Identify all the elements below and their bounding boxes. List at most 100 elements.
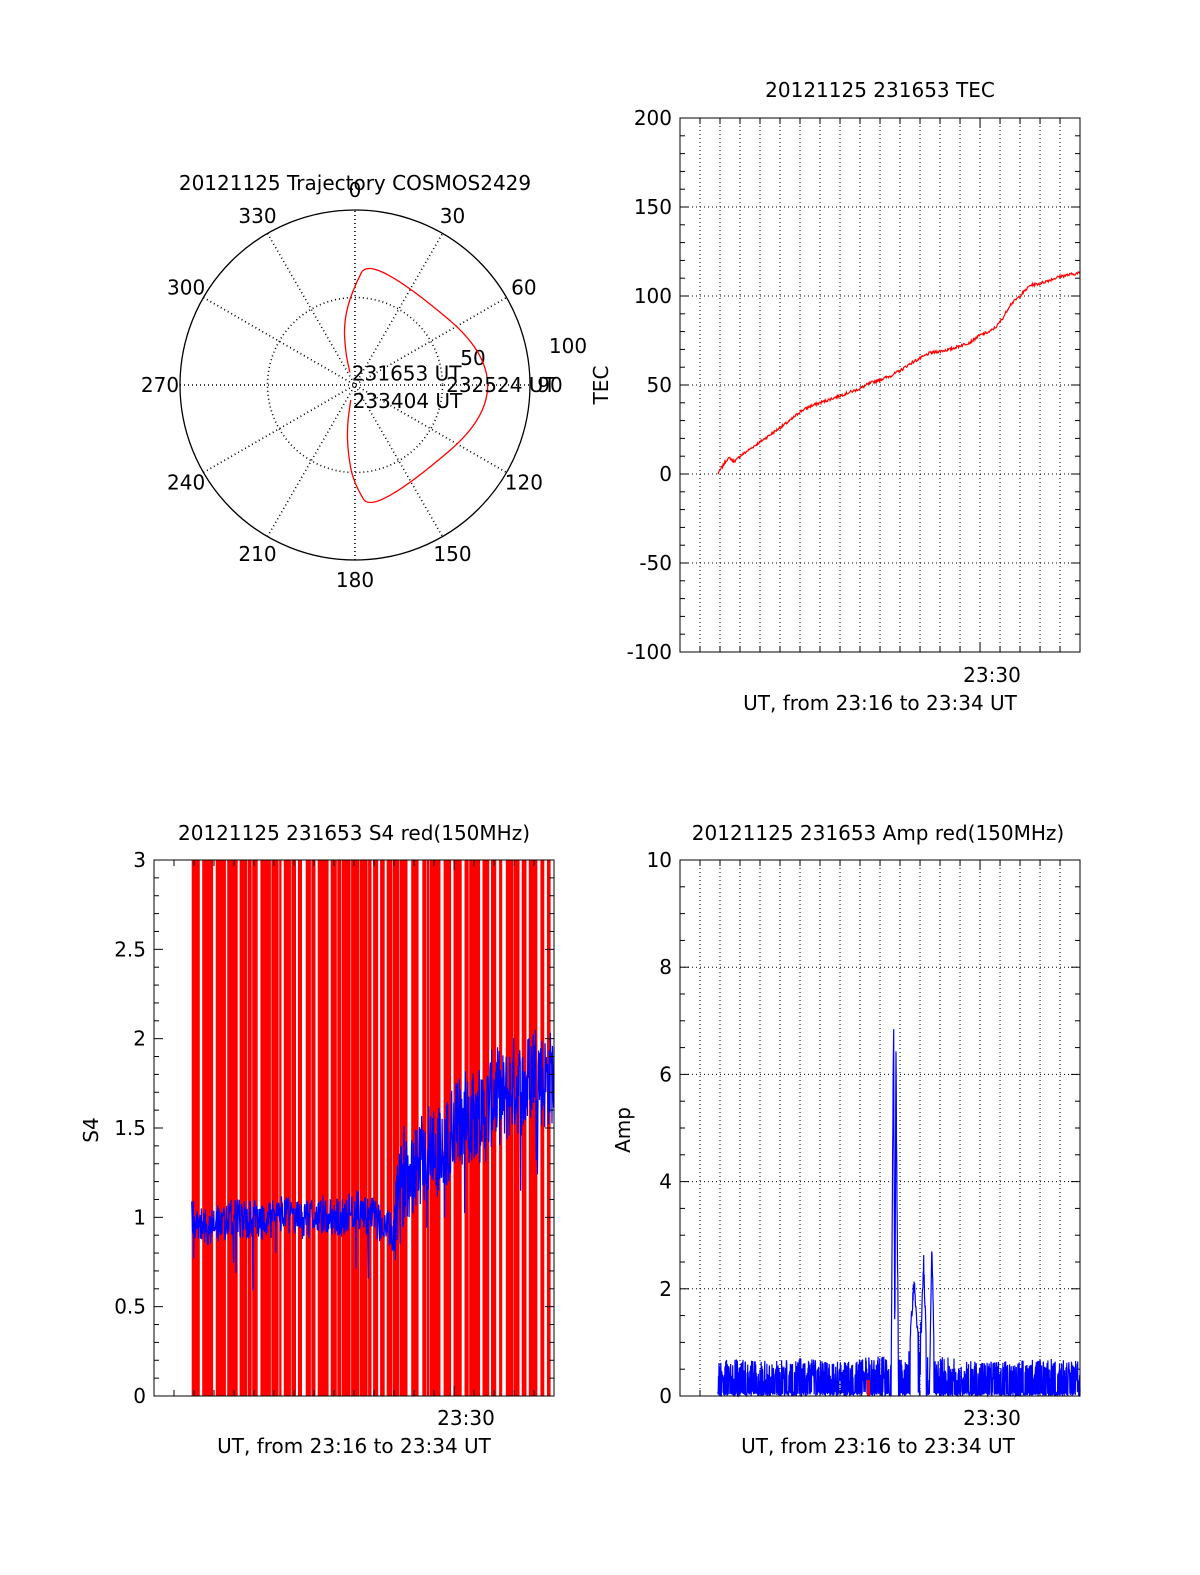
s4-red-bar [411,860,419,1396]
azimuth-label: 240 [167,471,205,495]
trajectory-time-label: 232524 UT [446,373,556,397]
trajectory-title: 20121125 Trajectory COSMOS2429 [179,171,531,195]
azimuth-label: 30 [440,204,465,228]
y-tick-label: 0 [659,462,672,486]
azimuth-label: 120 [505,471,543,495]
s4-red-bar [528,860,538,1396]
y-tick-label: 4 [659,1170,672,1194]
y-tick-label: 0.5 [114,1295,146,1319]
s4-title: 20121125 231653 S4 red(150MHz) [178,821,530,845]
amp-ticks: 0 2 4 6 8 10 [647,848,1080,1408]
y-tick-label: 8 [659,955,672,979]
polar-inner-circle [266,296,444,474]
azimuth-label: 330 [238,204,276,228]
s4-red-bar [429,860,441,1396]
amp-plot-frame [679,859,1081,1397]
trajectory-time-label: 231653 UT [352,361,462,385]
y-tick-label: 2.5 [114,937,146,961]
s4-red-bar [368,860,372,1396]
s4-red-bar [215,860,226,1396]
s4-red-bar [330,860,337,1396]
y-tick-label: 0 [133,1384,146,1408]
s4-red-bar [283,860,291,1396]
s4-red-bar [491,860,497,1396]
azimuth-label: 210 [238,542,276,566]
y-tick-label: 150 [634,195,672,219]
amp-ylabel: Amp [611,1107,635,1153]
azimuth-labels: 0 30 60 90 120 150 180 210 240 270 300 330 [141,178,563,592]
s4-red-bar [279,860,282,1396]
y-tick-label: 2 [133,1027,146,1051]
s4-red-bar [317,860,329,1396]
y-tick-label: -100 [627,640,672,664]
s4-red-bar [260,860,271,1396]
s4-xlabel: UT, from 23:16 to 23:34 UT [217,1434,492,1458]
s4-red-bar [341,860,351,1396]
s4-ylabel: S4 [79,1117,103,1142]
s4-plot-frame [153,859,555,1397]
y-tick-label: 1 [133,1205,146,1229]
trajectory-time-label: 233404 UT [353,389,463,413]
s4-red-bar [191,860,200,1396]
amp-plot: 20121125 231653 Amp red(150MHz) 0246810 … [611,821,1081,1458]
y-tick-label: -50 [639,551,672,575]
amp-red-marker [867,1380,870,1396]
amp-title: 20121125 231653 Amp red(150MHz) [692,821,1064,845]
tec-series-line [717,271,1081,475]
radial-labels: 50 100 [460,334,587,370]
tec-xlabel: UT, from 23:16 to 23:34 UT [743,691,1018,715]
y-tick-label: 2 [659,1277,672,1301]
azimuth-label: 180 [336,568,374,592]
azimuth-label: 270 [141,373,179,397]
trajectory-line [343,267,489,504]
azimuth-label: 150 [433,542,471,566]
s4-red-bar [247,860,252,1396]
y-tick-label: 3 [133,848,146,872]
s4-red-bar [386,860,393,1396]
radial-label-100: 100 [549,334,587,358]
s4-red-bar [521,860,527,1396]
s4-ticks: 0 0.5 1 1.5 2 2.5 3 [114,848,554,1408]
s4-red-bar [513,860,520,1396]
tec-plot-frame [679,117,1081,653]
azimuth-label: 300 [167,276,205,300]
tec-ticks: -100 -50 0 50 100 150 200 [627,106,1080,664]
s4-red-bar [351,860,359,1396]
tec-grid [680,118,1080,652]
radial-label-50: 50 [460,346,485,370]
s4-red-bar [359,860,368,1396]
s4-red-bar [380,860,385,1396]
s4-red-bar [392,860,400,1396]
trajectory-polar-plot: 20121125 Trajectory COSMOS2429 0 30 60 90 12… [141,171,587,592]
y-tick-label: 200 [634,106,672,130]
tec-title: 20121125 231653 TEC [765,78,995,102]
s4-plot: 20121125 231653 S4 red(150MHz) 0 0.5 1 1.5 2… [79,821,555,1458]
s4-red-bar [291,860,296,1396]
azimuth-label: 90 [537,373,562,397]
s4-red-bar [373,860,379,1396]
tec-plot: 20121125 231653 TEC -100-50050100150200 … [589,78,1081,715]
s4-red-bar [311,860,316,1396]
azimuth-label: 0 [349,178,362,202]
y-tick-label: 1.5 [114,1116,146,1140]
s4-red-bar [252,860,258,1396]
y-tick-label: 0 [659,1384,672,1408]
tec-xtick-label: 23:30 [963,663,1021,687]
amp-xlabel: UT, from 23:16 to 23:34 UT [741,1434,1016,1458]
s4-blue-series-line [191,1030,555,1291]
amp-xtick-label: 23:30 [963,1406,1021,1430]
s4-red-bar [227,860,238,1396]
amp-grid [680,860,1080,1396]
y-tick-label: 6 [659,1062,672,1086]
tec-ylabel: TEC [589,366,613,406]
y-tick-label: 100 [634,284,672,308]
s4-red-bar [202,860,214,1396]
s4-red-bar [422,860,427,1396]
polar-grid [179,209,531,561]
azimuth-label: 60 [511,276,536,300]
y-tick-label: 50 [647,373,672,397]
amp-series-line [717,1029,1081,1398]
s4-xtick-label: 23:30 [437,1406,495,1430]
s4-red-bar [271,860,279,1396]
